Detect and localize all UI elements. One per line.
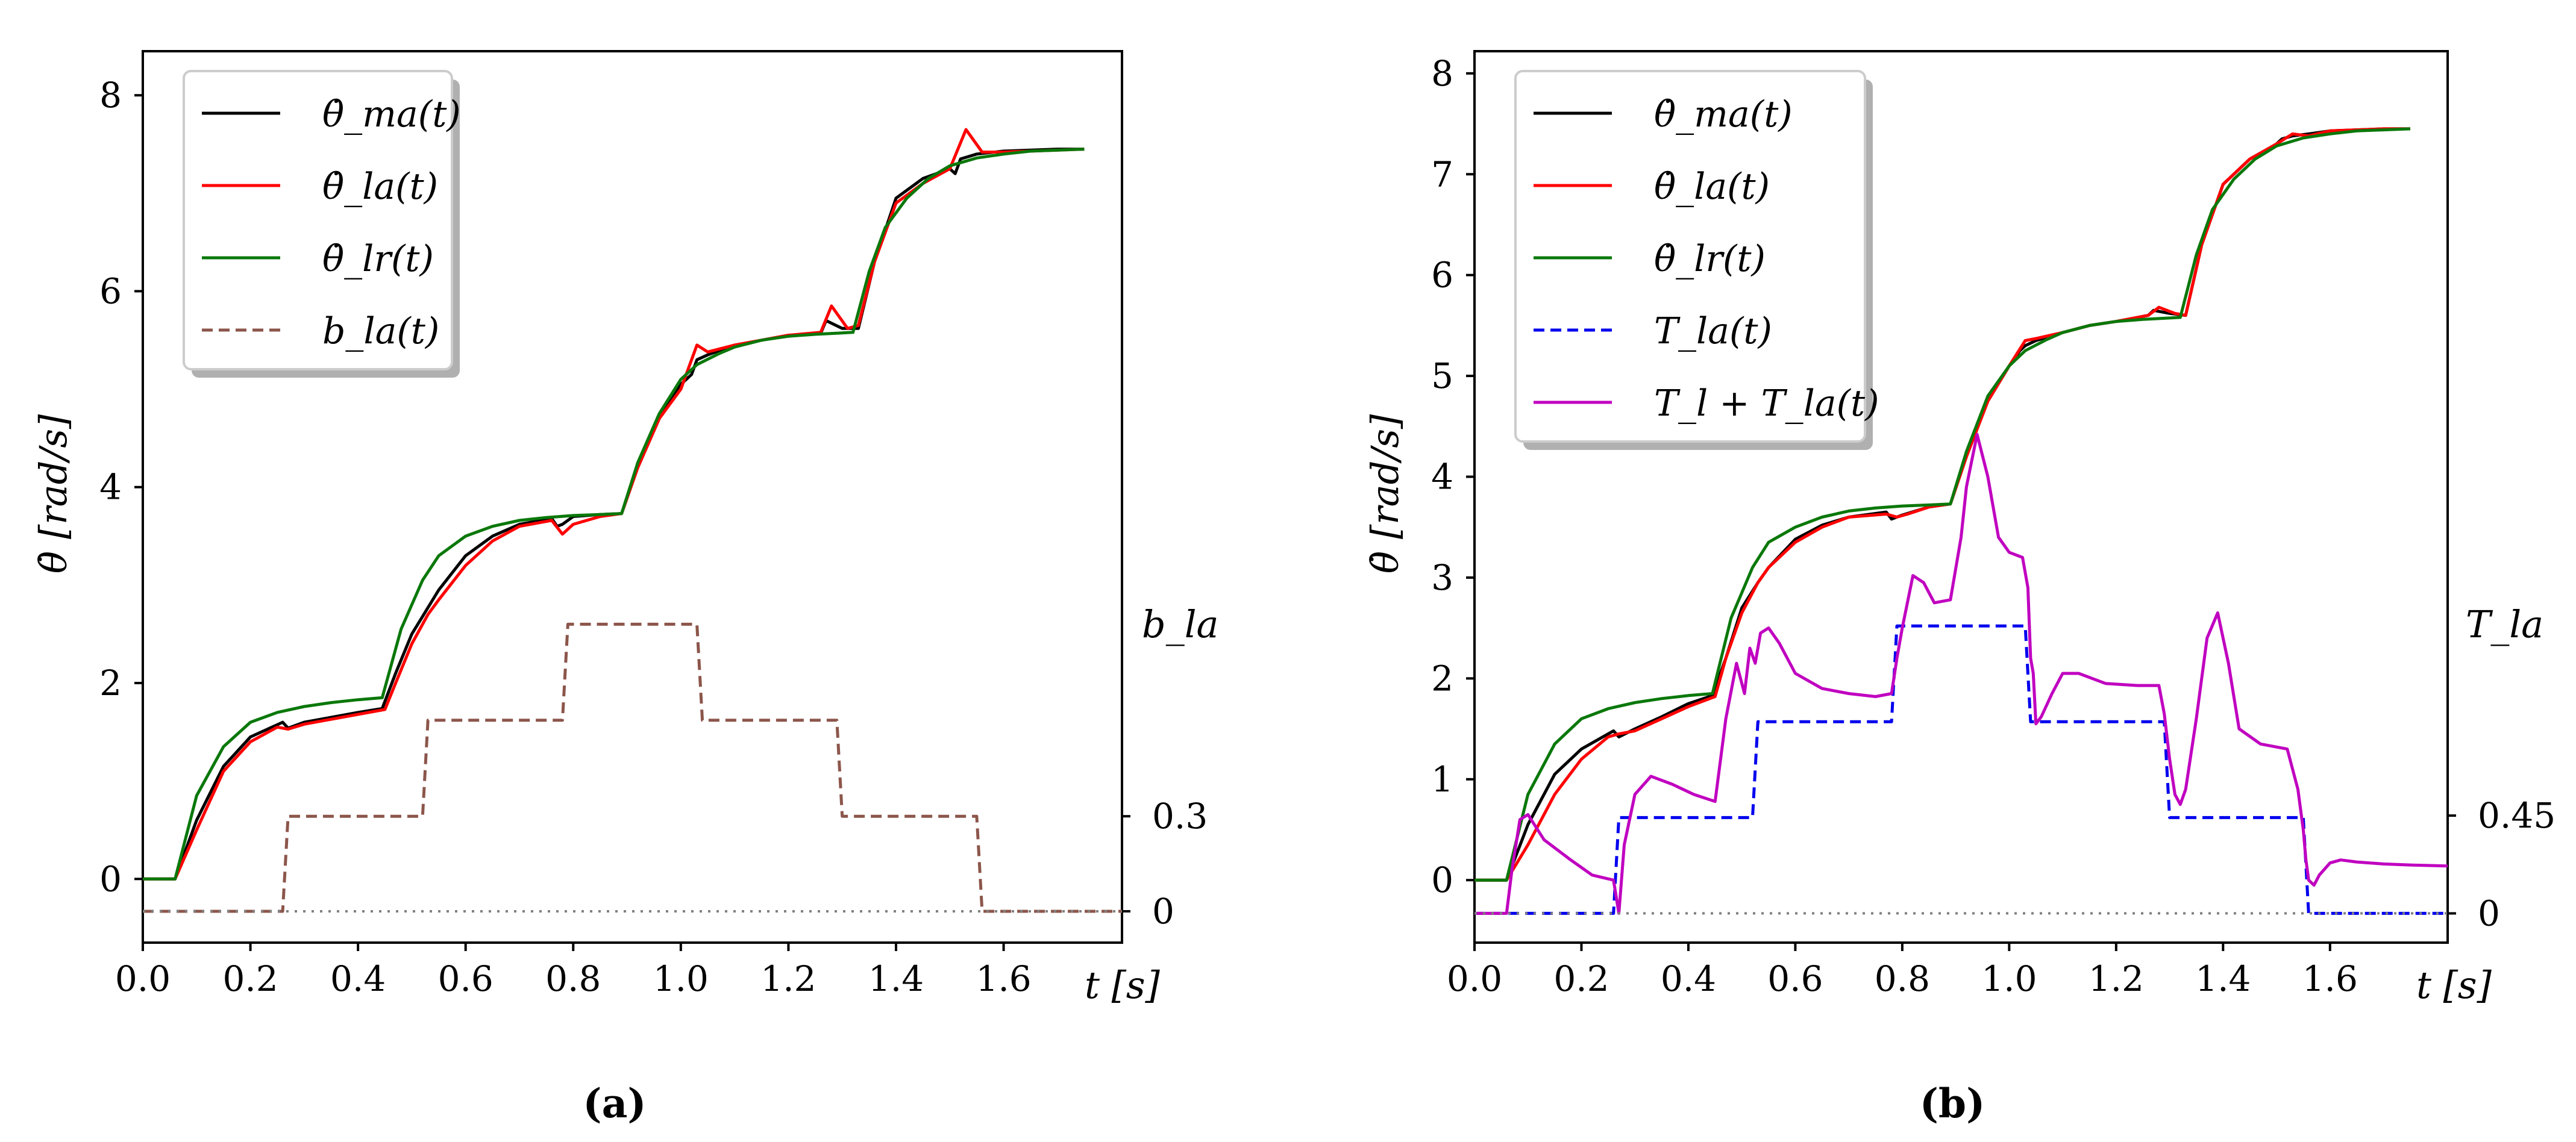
- x-tick-label: 1.0: [1981, 958, 2037, 999]
- legend-label: θ̇_ma(t): [1654, 93, 1793, 136]
- right-tick-label: 0: [2478, 893, 2500, 934]
- panel-caption: (b): [1920, 1080, 1985, 1127]
- x-tick-label: 1.2: [760, 958, 816, 999]
- x-tick-label: 0.6: [438, 958, 494, 999]
- right-tick-label: 0: [1152, 891, 1174, 932]
- series-group: [1474, 127, 2448, 915]
- y-tick-label: 8: [1431, 53, 1453, 94]
- legend-label: θ̇_la(t): [1654, 166, 1770, 208]
- x-tick-label: 0.4: [330, 958, 386, 999]
- x-tick-label: 1.4: [2195, 958, 2251, 999]
- legend-label: θ̇_la(t): [322, 166, 438, 208]
- y-tick-label: 8: [99, 75, 122, 116]
- right-tick-label: 0.45: [2478, 795, 2556, 836]
- y-tick-label: 2: [99, 663, 122, 704]
- right-axis-label: T_la: [2466, 602, 2543, 646]
- y-tick-label: 7: [1431, 154, 1453, 195]
- legend: θ̇_ma(t) θ̇_la(t) θ̇_lr(t) b_la(t): [183, 70, 461, 378]
- y-ticks: 0 1 2 3 4 5 6 7 8: [1431, 53, 1474, 900]
- y-tick-label: 6: [1431, 255, 1453, 296]
- x-tick-label: 1.0: [653, 958, 709, 999]
- series-line-4: [1474, 432, 2448, 915]
- legend-entries: θ̇_ma(t) θ̇_la(t) θ̇_lr(t) T_la(t) T_l + T_l…: [1534, 93, 1879, 425]
- series-line-2: [143, 148, 1085, 881]
- legend-label: θ̇_lr(t): [1654, 238, 1766, 280]
- x-tick-label: 1.6: [976, 958, 1031, 999]
- legend-box: [183, 70, 453, 370]
- legend-label: θ̇_ma(t): [322, 93, 461, 136]
- legend: θ̇_ma(t) θ̇_la(t) θ̇_lr(t) T_la(t) T_l + T_l…: [1514, 70, 1879, 450]
- series-line-3: [143, 622, 1122, 913]
- right-ticks: 00.45: [2448, 795, 2556, 934]
- series-line-3: [1474, 624, 2448, 915]
- x-tick-label: 0.0: [1447, 958, 1502, 999]
- series-group: [143, 128, 1122, 913]
- y-ticks: 0 2 4 6 8: [99, 75, 143, 899]
- x-ticks: 0.0 0.2 0.4 0.6 0.8 1.0 1.2 1.4 1.6: [1447, 943, 2358, 999]
- legend-label: T_la(t): [1654, 310, 1772, 352]
- legend-entries: θ̇_ma(t) θ̇_la(t) θ̇_lr(t) b_la(t): [202, 93, 461, 352]
- right-axis-label: b_la: [1142, 602, 1218, 646]
- x-tick-label: 0.2: [222, 958, 278, 999]
- x-tick-label: 0.6: [1767, 958, 1823, 999]
- y-tick-label: 1: [1431, 759, 1453, 800]
- x-tick-label: 0.2: [1553, 958, 1609, 999]
- x-ticks: 0.0 0.2 0.4 0.6 0.8 1.0 1.2 1.4 1.6: [115, 943, 1032, 999]
- series-line-2: [1474, 127, 2410, 882]
- y-tick-label: 0: [99, 858, 122, 899]
- legend-label: θ̇_lr(t): [322, 238, 434, 280]
- x-axis-label: t [s]: [2416, 963, 2492, 1007]
- y-tick-label: 3: [1431, 557, 1453, 598]
- x-tick-label: 0.4: [1661, 958, 1716, 999]
- x-tick-label: 1.2: [2089, 958, 2144, 999]
- y-tick-label: 4: [1431, 457, 1453, 498]
- x-axis-label: t [s]: [1085, 963, 1161, 1007]
- x-tick-label: 0.8: [545, 958, 601, 999]
- legend-label: b_la(t): [322, 310, 439, 352]
- x-tick-label: 1.4: [868, 958, 924, 999]
- legend-label: T_l + T_la(t): [1654, 382, 1879, 425]
- y-axis-label: θ̇ [rad/s]: [1363, 414, 1407, 573]
- y-axis-label: θ̇ [rad/s]: [31, 414, 75, 573]
- x-tick-label: 1.6: [2302, 958, 2358, 999]
- panel-caption: (a): [583, 1080, 646, 1127]
- x-tick-label: 0.0: [115, 958, 171, 999]
- y-tick-label: 4: [99, 467, 122, 508]
- legend-box: [1514, 70, 1866, 443]
- x-tick-label: 0.8: [1875, 958, 1930, 999]
- right-ticks: 00.3: [1122, 796, 1208, 932]
- y-tick-label: 0: [1431, 860, 1453, 900]
- y-tick-label: 6: [99, 270, 122, 311]
- right-tick-label: 0.3: [1152, 796, 1208, 837]
- y-tick-label: 2: [1431, 658, 1453, 699]
- y-tick-label: 5: [1431, 355, 1453, 396]
